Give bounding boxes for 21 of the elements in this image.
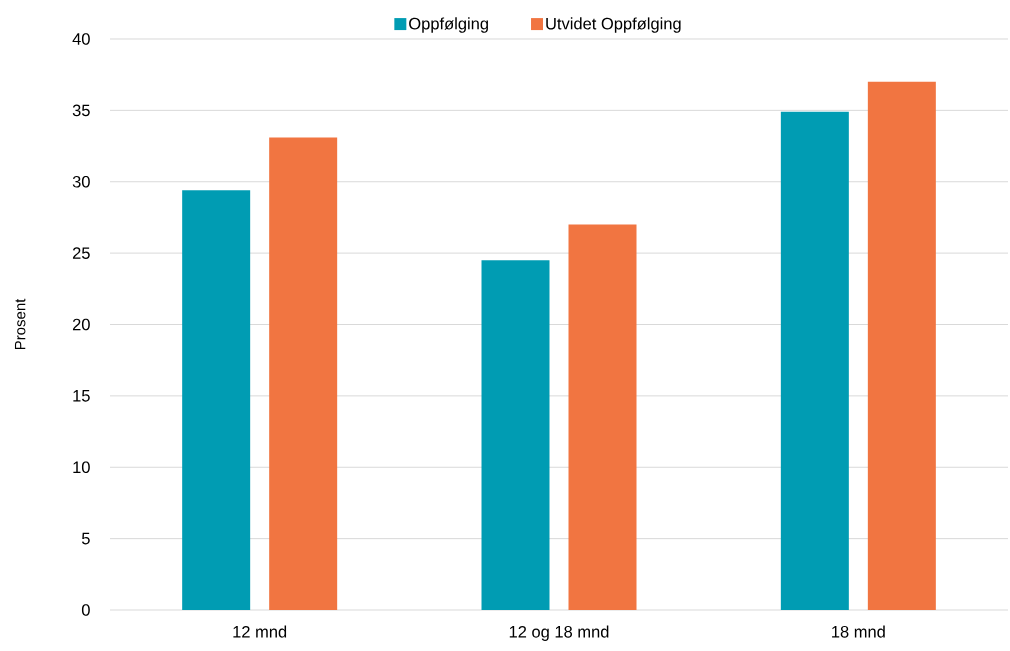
legend-label: Utvidet Oppfølging — [546, 17, 681, 33]
y-tick-label: 15 — [73, 390, 90, 402]
y-tick-label: 25 — [72, 247, 90, 259]
x-tick-label: 12 og 18 mnd — [509, 625, 609, 641]
y-tick-label: 35 — [72, 104, 90, 117]
y-tick-label: 40 — [72, 33, 90, 45]
x-tick-label: 12 mnd — [233, 625, 287, 638]
y-axis-title: Prosent — [14, 298, 26, 350]
y-tick-label: 0 — [81, 604, 90, 616]
bar — [182, 190, 251, 610]
x-tick-label: 18 mnd — [832, 625, 885, 638]
bar — [867, 81, 936, 610]
bar — [568, 224, 637, 610]
y-tick-label: 20 — [72, 318, 90, 331]
y-tick-label: 10 — [73, 461, 90, 474]
bar — [780, 111, 849, 610]
y-tick-label: 30 — [72, 175, 90, 188]
bar — [269, 137, 338, 610]
y-tick-label: 5 — [81, 532, 90, 545]
legend-label: Oppfølging — [409, 17, 488, 33]
bar — [481, 260, 550, 610]
